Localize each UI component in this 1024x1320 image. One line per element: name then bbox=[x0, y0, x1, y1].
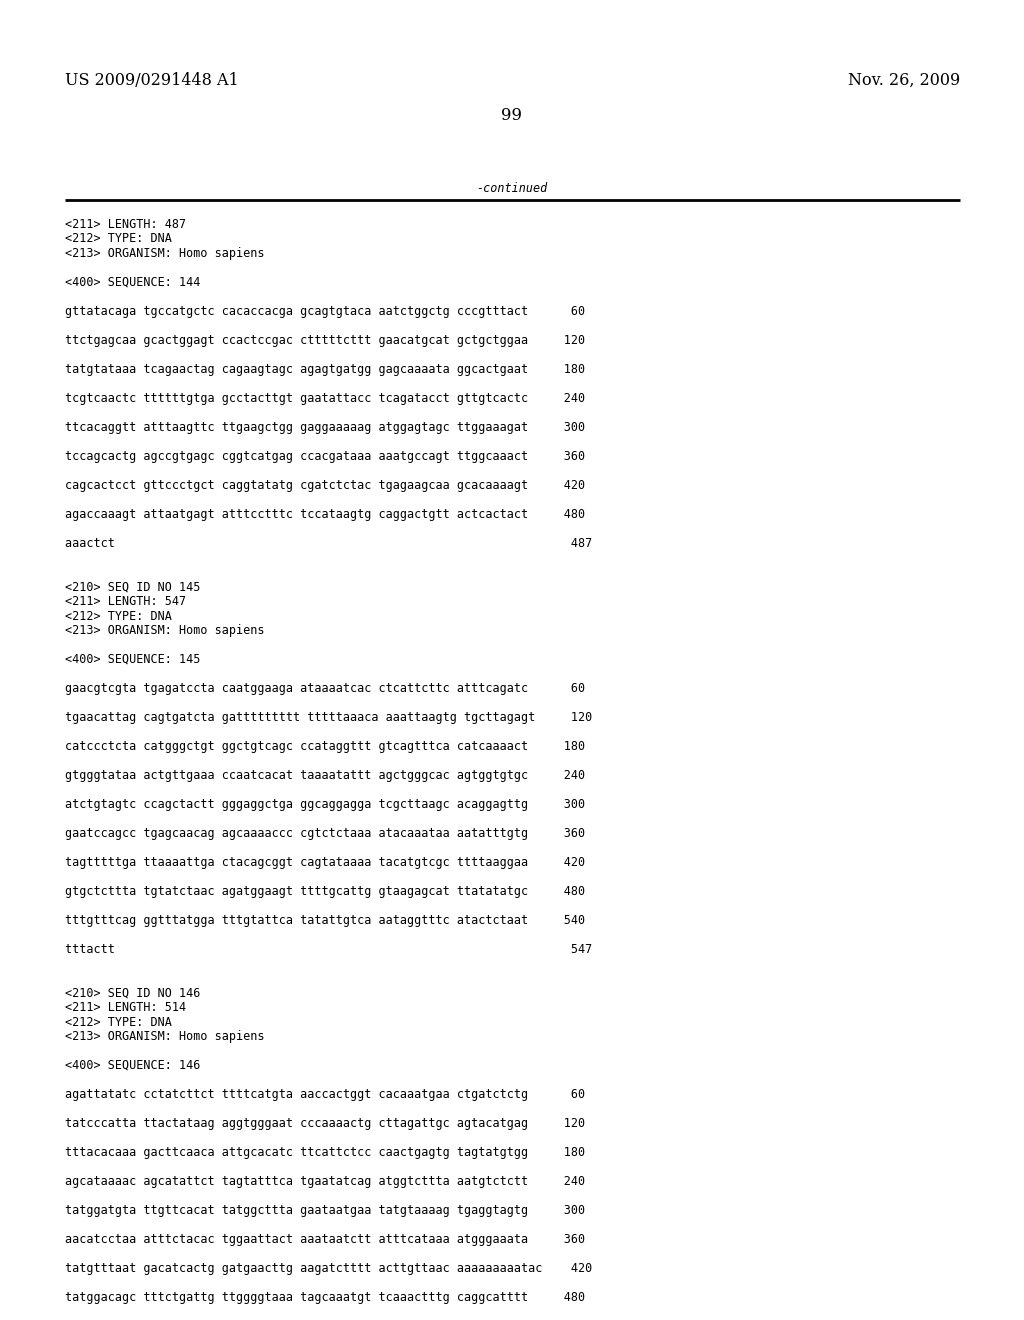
Text: <213> ORGANISM: Homo sapiens: <213> ORGANISM: Homo sapiens bbox=[65, 247, 264, 260]
Text: US 2009/0291448 A1: US 2009/0291448 A1 bbox=[65, 73, 239, 88]
Text: agattatatc cctatcttct ttttcatgta aaccactggt cacaaatgaa ctgatctctg      60: agattatatc cctatcttct ttttcatgta aaccact… bbox=[65, 1088, 585, 1101]
Text: <212> TYPE: DNA: <212> TYPE: DNA bbox=[65, 1015, 172, 1028]
Text: agaccaaagt attaatgagt atttcctttc tccataagtg caggactgtt actcactact     480: agaccaaagt attaatgagt atttcctttc tccataa… bbox=[65, 508, 585, 521]
Text: tatcccatta ttactataag aggtgggaat cccaaaactg cttagattgc agtacatgag     120: tatcccatta ttactataag aggtgggaat cccaaaa… bbox=[65, 1117, 585, 1130]
Text: <211> LENGTH: 487: <211> LENGTH: 487 bbox=[65, 218, 186, 231]
Text: gaacgtcgta tgagatccta caatggaaga ataaaatcac ctcattcttc atttcagatc      60: gaacgtcgta tgagatccta caatggaaga ataaaat… bbox=[65, 682, 585, 696]
Text: ttcacaggtt atttaagttc ttgaagctgg gaggaaaaag atggagtagc ttggaaagat     300: ttcacaggtt atttaagttc ttgaagctgg gaggaaa… bbox=[65, 421, 585, 434]
Text: Nov. 26, 2009: Nov. 26, 2009 bbox=[848, 73, 961, 88]
Text: <212> TYPE: DNA: <212> TYPE: DNA bbox=[65, 610, 172, 623]
Text: agcataaaac agcatattct tagtatttca tgaatatcag atggtcttta aatgtctctt     240: agcataaaac agcatattct tagtatttca tgaatat… bbox=[65, 1175, 585, 1188]
Text: tagtttttga ttaaaattga ctacagcggt cagtataaaa tacatgtcgc ttttaaggaa     420: tagtttttga ttaaaattga ctacagcggt cagtata… bbox=[65, 855, 585, 869]
Text: aacatcctaa atttctacac tggaattact aaataatctt atttcataaa atgggaaata     360: aacatcctaa atttctacac tggaattact aaataat… bbox=[65, 1233, 585, 1246]
Text: <213> ORGANISM: Homo sapiens: <213> ORGANISM: Homo sapiens bbox=[65, 1030, 264, 1043]
Text: <400> SEQUENCE: 144: <400> SEQUENCE: 144 bbox=[65, 276, 201, 289]
Text: cagcactcct gttccctgct caggtatatg cgatctctac tgagaagcaa gcacaaaagt     420: cagcactcct gttccctgct caggtatatg cgatctc… bbox=[65, 479, 585, 492]
Text: tttactt                                                                547: tttactt 547 bbox=[65, 942, 592, 956]
Text: tatgtataaa tcagaactag cagaagtagc agagtgatgg gagcaaaata ggcactgaat     180: tatgtataaa tcagaactag cagaagtagc agagtga… bbox=[65, 363, 585, 376]
Text: <212> TYPE: DNA: <212> TYPE: DNA bbox=[65, 232, 172, 246]
Text: <211> LENGTH: 514: <211> LENGTH: 514 bbox=[65, 1001, 186, 1014]
Text: <211> LENGTH: 547: <211> LENGTH: 547 bbox=[65, 595, 186, 609]
Text: gttatacaga tgccatgctc cacaccacga gcagtgtaca aatctggctg cccgtttact      60: gttatacaga tgccatgctc cacaccacga gcagtgt… bbox=[65, 305, 585, 318]
Text: ttctgagcaa gcactggagt ccactccgac ctttttcttt gaacatgcat gctgctggaa     120: ttctgagcaa gcactggagt ccactccgac ctttttc… bbox=[65, 334, 585, 347]
Text: aaactct                                                                487: aaactct 487 bbox=[65, 537, 592, 550]
Text: <400> SEQUENCE: 146: <400> SEQUENCE: 146 bbox=[65, 1059, 201, 1072]
Text: tcgtcaactc ttttttgtga gcctacttgt gaatattacc tcagatacct gttgtcactc     240: tcgtcaactc ttttttgtga gcctacttgt gaatatt… bbox=[65, 392, 585, 405]
Text: <210> SEQ ID NO 145: <210> SEQ ID NO 145 bbox=[65, 581, 201, 594]
Text: tttgtttcag ggtttatgga tttgtattca tatattgtca aataggtttc atactctaat     540: tttgtttcag ggtttatgga tttgtattca tatattg… bbox=[65, 913, 585, 927]
Text: tttacacaaa gacttcaaca attgcacatc ttcattctcc caactgagtg tagtatgtgg     180: tttacacaaa gacttcaaca attgcacatc ttcattc… bbox=[65, 1146, 585, 1159]
Text: gaatccagcc tgagcaacag agcaaaaccc cgtctctaaa atacaaataa aatatttgtg     360: gaatccagcc tgagcaacag agcaaaaccc cgtctct… bbox=[65, 828, 585, 840]
Text: <400> SEQUENCE: 145: <400> SEQUENCE: 145 bbox=[65, 653, 201, 667]
Text: tgaacattag cagtgatcta gattttttttt tttttaaaca aaattaagtg tgcttagagt     120: tgaacattag cagtgatcta gattttttttt ttttta… bbox=[65, 711, 592, 723]
Text: atctgtagtc ccagctactt gggaggctga ggcaggagga tcgcttaagc acaggagttg     300: atctgtagtc ccagctactt gggaggctga ggcagga… bbox=[65, 799, 585, 810]
Text: catccctcta catgggctgt ggctgtcagc ccataggttt gtcagtttca catcaaaact     180: catccctcta catgggctgt ggctgtcagc ccatagg… bbox=[65, 741, 585, 752]
Text: tatggacagc tttctgattg ttggggtaaa tagcaaatgt tcaaactttg caggcatttt     480: tatggacagc tttctgattg ttggggtaaa tagcaaa… bbox=[65, 1291, 585, 1304]
Text: tatggatgta ttgttcacat tatggcttta gaataatgaa tatgtaaaag tgaggtagtg     300: tatggatgta ttgttcacat tatggcttta gaataat… bbox=[65, 1204, 585, 1217]
Text: <213> ORGANISM: Homo sapiens: <213> ORGANISM: Homo sapiens bbox=[65, 624, 264, 638]
Text: 99: 99 bbox=[502, 107, 522, 124]
Text: -continued: -continued bbox=[476, 182, 548, 195]
Text: tccagcactg agccgtgagc cggtcatgag ccacgataaa aaatgccagt ttggcaaact     360: tccagcactg agccgtgagc cggtcatgag ccacgat… bbox=[65, 450, 585, 463]
Text: <210> SEQ ID NO 146: <210> SEQ ID NO 146 bbox=[65, 986, 201, 999]
Text: tatgtttaat gacatcactg gatgaacttg aagatctttt acttgttaac aaaaaaaaatac    420: tatgtttaat gacatcactg gatgaacttg aagatct… bbox=[65, 1262, 592, 1275]
Text: gtgctcttta tgtatctaac agatggaagt ttttgcattg gtaagagcat ttatatatgc     480: gtgctcttta tgtatctaac agatggaagt ttttgca… bbox=[65, 884, 585, 898]
Text: gtgggtataa actgttgaaa ccaatcacat taaaatattt agctgggcac agtggtgtgc     240: gtgggtataa actgttgaaa ccaatcacat taaaata… bbox=[65, 770, 585, 781]
